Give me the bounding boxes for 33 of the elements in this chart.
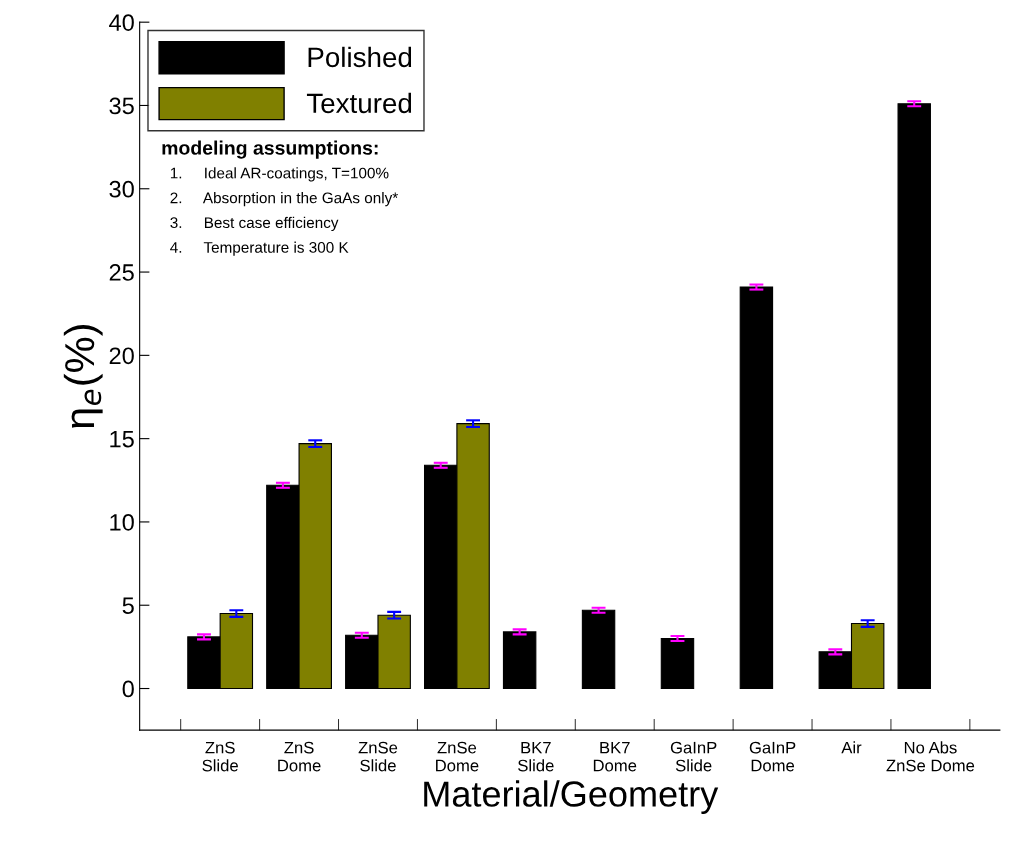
x-tick-label: No Abs ZnSe Dome: [886, 741, 975, 772]
x-axis-title: Material/Geometry: [424, 780, 719, 814]
x-tick-label: ZnSe Dome: [436, 741, 479, 772]
annotation: 2. Absorption in the GaAs only*: [170, 192, 398, 207]
y-tick-label: 35: [109, 97, 134, 115]
annotation: 1. Ideal AR-coatings, T=100%: [170, 167, 389, 182]
y-axis-title: η$_{e}$(%): [63, 325, 103, 428]
legend-label: Polished: [308, 46, 412, 68]
annotation: 4. Temperature is 300 K: [170, 241, 349, 256]
bar: [581, 609, 616, 690]
x-tick-label: GaInP Dome: [749, 741, 796, 772]
x-tick-label: BK7 Slide: [518, 741, 554, 772]
x-tick-label: ZnS Dome: [278, 741, 321, 772]
y-tick-label: 0: [122, 680, 134, 698]
bar: [502, 631, 537, 690]
annotation: 3. Best case efficiency: [170, 216, 339, 232]
y-tick-label: 20: [109, 347, 134, 365]
bar: [897, 103, 931, 690]
x-tick-label: ZnSe Slide: [358, 741, 398, 772]
bar: [739, 286, 774, 690]
y-tick-label: 5: [122, 597, 134, 615]
legend-label: Textured: [306, 92, 412, 114]
y-tick-label: 15: [110, 430, 134, 448]
x-tick-label: BK7 Dome: [593, 741, 637, 772]
y-tick-label: 30: [109, 180, 134, 198]
y-tick-label: 25: [109, 264, 134, 281]
bar: [660, 637, 695, 690]
y-tick-label: 40: [109, 14, 134, 31]
x-tick-label: Air: [841, 741, 862, 754]
annotation: modeling assumptions:: [162, 140, 378, 159]
x-tick-label: GaInP Slide: [670, 741, 717, 772]
x-tick-label: ZnS Slide: [202, 741, 238, 772]
y-tick-label: 10: [110, 514, 134, 531]
